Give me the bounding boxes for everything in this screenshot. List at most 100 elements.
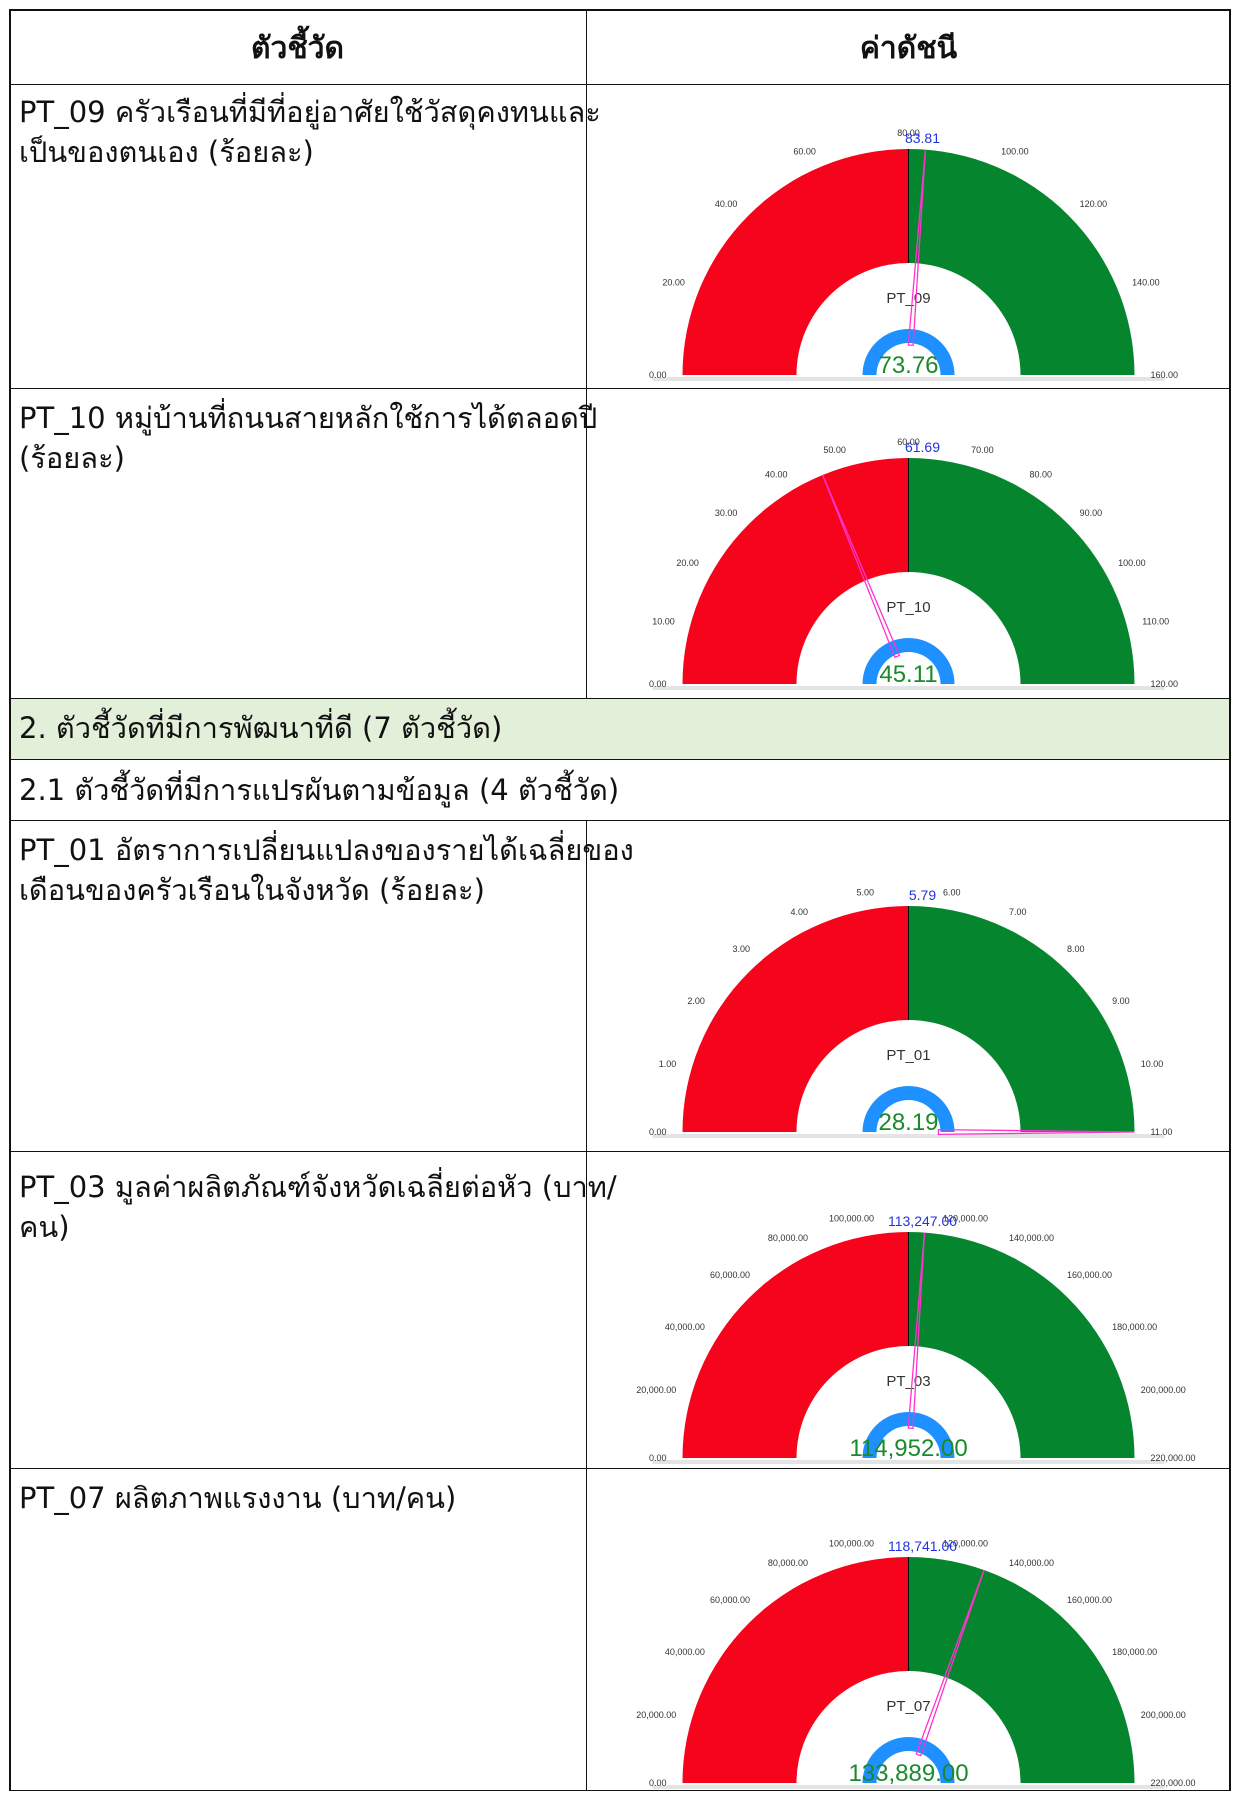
row-pt10-label: PT_10 หมู่บ้านที่ถนนสายหลักใช้การได้ตลอด… <box>19 398 597 478</box>
gauge-tick-label: 200,000.00 <box>1141 1710 1186 1720</box>
gauge-needle <box>907 149 927 347</box>
gauge-tick-label: 30.00 <box>715 508 738 518</box>
gauge-tick-label: 0.00 <box>649 679 667 689</box>
gauge-needle <box>907 1232 926 1430</box>
gauge-actual-label: 118,741.00 <box>888 1538 957 1554</box>
gauge-value-ring <box>862 329 955 375</box>
section-2-band <box>9 698 1231 759</box>
gauge-red-band <box>682 149 909 375</box>
gauge-tick-label: 60,000.00 <box>710 1270 750 1280</box>
row-line1: PT_07 ผลิตภาพแรงงาน (บาท/คน) <box>19 1481 457 1515</box>
gauge-red-band <box>682 1232 909 1458</box>
row-line2: เดือนของครัวเรือนในจังหวัด (ร้อยละ) <box>19 873 485 907</box>
gauge-value-label: 133,889.00 <box>848 1760 968 1787</box>
gauge-green-band <box>908 1232 1135 1458</box>
gauge-tick-label: 100,000.00 <box>829 1538 874 1548</box>
header-indicator: ตัวชี้วัด <box>250 31 345 66</box>
gauge-tick-label: 160,000.00 <box>1067 1595 1112 1605</box>
table-row-divider <box>9 388 1231 389</box>
gauge-tick-label: 70.00 <box>971 445 994 455</box>
section-2-label: 2. ตัวชี้วัดที่มีการพัฒนาที่ดี (7 ตัวชี้… <box>19 711 503 745</box>
gauge-tick-label: 5.00 <box>857 887 875 897</box>
gauge-tick-label: 220,000.00 <box>1151 1778 1196 1788</box>
gauge-tick-label: 40.00 <box>765 469 788 479</box>
gauge-tick-label: 100.00 <box>1001 146 1029 156</box>
gauge-code-label: PT_10 <box>886 599 930 616</box>
gauge-tick-label: 100.00 <box>1118 558 1146 568</box>
row-line2: คน) <box>19 1210 70 1244</box>
gauge-pt07-svg: 0.00 20,000.00 40,000.00 60,000.00 80,000.00… <box>636 1538 1196 1789</box>
gauge-tick-label: 10.00 <box>1141 1059 1164 1069</box>
gauge-tick-label: 80,000.00 <box>768 1233 808 1243</box>
gauge-baseline <box>652 1785 1165 1789</box>
gauge-red-band <box>682 458 909 684</box>
gauge-tick-label: 3.00 <box>732 944 750 954</box>
gauge-value-label: 28.19 <box>878 1109 938 1136</box>
gauge-value-label: 73.76 <box>878 352 938 379</box>
gauge-needle <box>937 1128 1135 1136</box>
gauge-value-ring <box>862 638 955 684</box>
gauge-tick-label: 0.00 <box>649 370 667 380</box>
table-border-top <box>9 9 1231 11</box>
gauge-tick-label: 90.00 <box>1080 508 1103 518</box>
gauge-tick-label: 0.00 <box>649 1778 667 1788</box>
gauge-value-ring <box>862 1412 955 1458</box>
gauge-tick-label: 11.00 <box>1151 1127 1173 1137</box>
gauge-tick-label: 9.00 <box>1112 996 1130 1006</box>
section-2-1-label: 2.1 ตัวชี้วัดที่มีการแปรผันตามข้อมูล (4 … <box>19 773 620 807</box>
gauge-value-ring <box>862 1086 955 1132</box>
gauge-code-label: PT_01 <box>886 1047 930 1064</box>
row-line2: (ร้อยละ) <box>19 441 125 475</box>
gauge-pt09: 0.00 20.00 40.00 60.00 80.00 100.00 120.00 140.… <box>596 78 1221 383</box>
gauge-needle <box>915 1569 985 1757</box>
row-pt07-label: PT_07 ผลิตภาพแรงงาน (บาท/คน) <box>19 1478 456 1518</box>
gauge-pt10: 0.00 10.00 20.00 30.00 40.00 50.00 60.00 70.00 8… <box>596 389 1221 692</box>
gauge-actual-label: 83.81 <box>905 130 940 146</box>
gauge-value-ring <box>862 1737 955 1783</box>
gauge-code-label: PT_07 <box>886 1698 930 1715</box>
gauge-tick-label: 40,000.00 <box>665 1322 705 1332</box>
gauge-green-band <box>908 1557 1135 1783</box>
table-col-divider <box>586 820 587 1791</box>
gauge-red-band <box>682 906 909 1132</box>
table-row-divider <box>9 84 1231 85</box>
gauge-tick-label: 40,000.00 <box>665 1647 705 1657</box>
gauge-green-band <box>908 906 1135 1132</box>
gauge-tick-label: 2.00 <box>687 996 705 1006</box>
gauge-tick-label: 20,000.00 <box>636 1385 676 1395</box>
row-line1: PT_09 ครัวเรือนที่มีที่อยู่อาศัยใช้วัสดุ… <box>19 95 601 129</box>
gauge-code-label: PT_09 <box>886 290 930 307</box>
gauge-pt03-svg: 0.00 20,000.00 40,000.00 60,000.00 80,000.00… <box>636 1213 1196 1464</box>
gauge-tick-label: 4.00 <box>790 907 808 917</box>
gauge-pt07: 0.00 20,000.00 40,000.00 60,000.00 80,000.00… <box>596 1472 1221 1791</box>
gauge-pt01: 0.00 1.00 2.00 3.00 4.00 5.00 6.00 7.00 8.00 9.00… <box>596 822 1221 1140</box>
gauge-pt01-svg: 0.00 1.00 2.00 3.00 4.00 5.00 6.00 7.00 8.00 9.00… <box>649 887 1173 1138</box>
gauge-tick-label: 160.00 <box>1151 370 1179 380</box>
gauge-tick-label: 140,000.00 <box>1009 1233 1054 1243</box>
gauge-tick-label: 100,000.00 <box>829 1213 874 1223</box>
row-line1: PT_10 หมู่บ้านที่ถนนสายหลักใช้การได้ตลอด… <box>19 401 598 435</box>
gauge-tick-label: 80.00 <box>1030 469 1053 479</box>
gauge-tick-label: 120.00 <box>1080 199 1108 209</box>
gauge-baseline <box>652 1134 1165 1138</box>
table-border-left <box>9 9 11 1791</box>
table-row-divider <box>9 820 1231 821</box>
gauge-actual-label: 5.79 <box>909 887 936 903</box>
gauge-tick-label: 180,000.00 <box>1112 1322 1157 1332</box>
gauge-tick-label: 110.00 <box>1142 616 1169 626</box>
gauge-code-label: PT_03 <box>886 1373 930 1390</box>
row-pt01-label: PT_01 อัตราการเปลี่ยนแปลงของรายได้เฉลี่ย… <box>19 830 634 910</box>
gauge-needle <box>822 474 901 659</box>
gauge-tick-label: 40.00 <box>715 199 738 209</box>
table-row-divider <box>9 1468 1231 1469</box>
row-line1: PT_01 อัตราการเปลี่ยนแปลงของรายได้เฉลี่ย… <box>19 833 634 867</box>
gauge-tick-label: 0.00 <box>649 1453 667 1463</box>
gauge-tick-label: 1.00 <box>659 1059 677 1069</box>
gauge-tick-label: 60.00 <box>793 146 816 156</box>
gauge-value-label: 45.11 <box>879 661 937 688</box>
gauge-tick-label: 60.00 <box>897 437 920 447</box>
gauge-tick-label: 7.00 <box>1009 907 1027 917</box>
gauge-tick-label: 200,000.00 <box>1141 1385 1186 1395</box>
header-value: ค่าดัชนี <box>859 31 958 66</box>
row-line1: PT_03 มูลค่าผลิตภัณฑ์จังหวัดเฉลี่ยต่อหัว… <box>19 1170 617 1204</box>
